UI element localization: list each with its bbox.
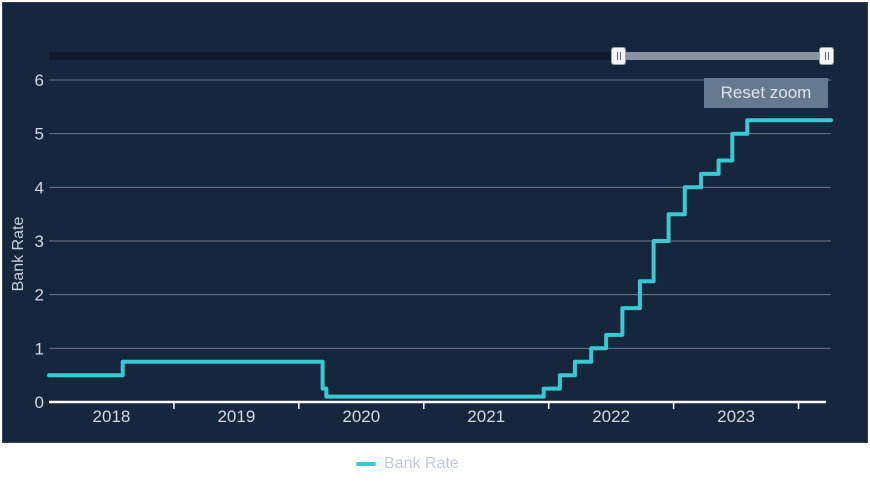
- svg-text:6: 6: [35, 71, 44, 90]
- handle-grip-icon: [824, 52, 826, 60]
- svg-text:0: 0: [35, 393, 44, 412]
- legend-label: Bank Rate: [384, 455, 459, 472]
- svg-text:2022: 2022: [592, 407, 630, 426]
- range-slider-right-handle[interactable]: [819, 47, 834, 65]
- svg-text:2020: 2020: [342, 407, 380, 426]
- range-slider-track[interactable]: [49, 52, 834, 60]
- svg-text:2: 2: [35, 286, 44, 305]
- handle-grip-icon: [827, 52, 829, 60]
- svg-text:3: 3: [35, 232, 44, 251]
- svg-text:2021: 2021: [467, 407, 505, 426]
- legend-item-bank-rate[interactable]: Bank Rate: [356, 454, 459, 474]
- legend-line-marker-icon: [356, 462, 376, 466]
- svg-text:1: 1: [35, 339, 44, 358]
- svg-text:2018: 2018: [93, 407, 131, 426]
- range-slider-selected-range[interactable]: [619, 52, 834, 60]
- handle-grip-icon: [616, 52, 618, 60]
- y-axis-title: Bank Rate: [10, 216, 27, 292]
- handle-grip-icon: [619, 52, 621, 60]
- svg-text:2023: 2023: [717, 407, 755, 426]
- chart-panel: 0 1 2 3 4 5 6 2018 2019 2020 2021 2022 2023 Reset zo…: [2, 2, 868, 443]
- svg-text:2019: 2019: [217, 407, 255, 426]
- range-slider-left-handle[interactable]: [611, 47, 626, 65]
- reset-zoom-button[interactable]: Reset zoom: [704, 78, 828, 108]
- svg-text:4: 4: [35, 178, 44, 197]
- svg-text:5: 5: [35, 125, 44, 144]
- bank-rate-step-chart: 0 1 2 3 4 5 6 2018 2019 2020 2021 2022 2023: [35, 71, 833, 426]
